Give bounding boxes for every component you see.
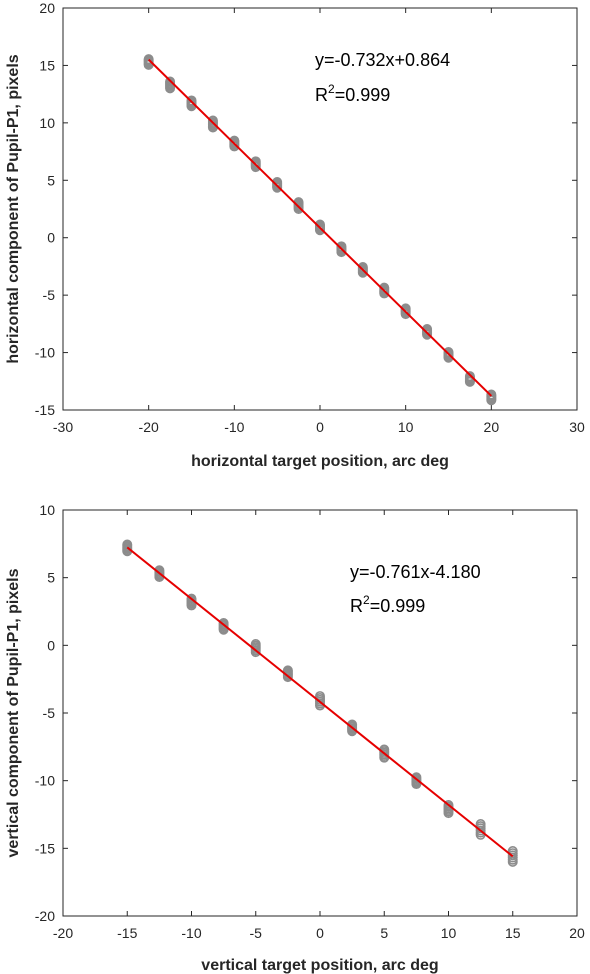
data-point <box>336 241 347 252</box>
data-point <box>314 691 325 702</box>
data-point <box>165 76 176 87</box>
x-tick-label: 0 <box>316 925 324 941</box>
data-point <box>122 539 133 550</box>
y-axis-label: vertical component of Pupil-P1, pixels <box>5 568 22 857</box>
x-tick-label: -30 <box>53 419 73 435</box>
x-tick-label: 10 <box>441 925 457 941</box>
y-tick-label: 10 <box>39 502 55 518</box>
x-tick-label: 10 <box>398 419 414 435</box>
data-point-cluster <box>400 303 411 320</box>
r-squared-value: =0.999 <box>370 596 426 616</box>
x-tick-label: 15 <box>505 925 521 941</box>
r-squared-symbol: R <box>350 596 363 616</box>
regression-equation: y=-0.761x-4.180 <box>350 562 481 582</box>
r-squared-value: =0.999 <box>335 85 391 105</box>
data-point <box>282 665 293 676</box>
x-tick-label: 30 <box>569 419 585 435</box>
data-point <box>475 818 486 829</box>
y-tick-label: -15 <box>35 840 55 856</box>
data-point <box>207 115 218 126</box>
data-point-cluster <box>507 846 518 867</box>
data-point-cluster <box>165 76 176 94</box>
data-point <box>443 800 454 811</box>
y-tick-label: -5 <box>43 705 56 721</box>
y-tick-label: -10 <box>35 773 55 789</box>
r-squared-superscript: 2 <box>363 593 370 607</box>
data-point-cluster <box>443 346 454 363</box>
x-tick-label: -20 <box>139 419 159 435</box>
data-point-cluster <box>272 177 283 193</box>
data-point-cluster <box>282 665 293 683</box>
data-point-cluster <box>122 539 133 557</box>
r-squared-superscript: 2 <box>328 82 335 96</box>
x-tick-label: -10 <box>224 419 244 435</box>
data-point <box>411 772 422 783</box>
x-axis-label: vertical target position, arc deg <box>201 957 438 974</box>
chart-panel-2: -20 -15 -10 -5 0 5 10 15 20 -20 -15 -10 -5 0 5 10 y=-0.7… <box>5 502 585 974</box>
x-tick-label: 5 <box>380 925 388 941</box>
data-point <box>250 638 261 649</box>
y-tick-label: 5 <box>47 172 55 188</box>
x-axis-label: horizontal target position, arc deg <box>191 453 449 470</box>
data-point <box>186 593 197 604</box>
y-tick-label: -15 <box>35 402 55 418</box>
y-tick-label: 0 <box>47 230 55 246</box>
data-point <box>464 371 475 382</box>
y-tick-label: -20 <box>35 908 55 924</box>
y-tick-label: 10 <box>39 115 55 131</box>
x-tick-label: -15 <box>117 925 137 941</box>
r-squared-label: R2=0.999 <box>315 82 390 105</box>
x-tick-label: -5 <box>250 925 263 941</box>
regression-equation: y=-0.732x+0.864 <box>315 50 450 70</box>
y-axis-label: horizontal component of Pupil-P1, pixels <box>5 54 22 363</box>
data-point <box>186 95 197 106</box>
y-tick-label: 15 <box>39 57 55 73</box>
regression-line <box>147 58 493 397</box>
data-point-cluster <box>293 197 304 215</box>
x-tick-label: 0 <box>316 419 324 435</box>
data-point <box>443 346 454 357</box>
x-tick-label: -20 <box>53 925 73 941</box>
y-tick-label: -5 <box>43 287 56 303</box>
data-point-cluster <box>379 282 390 299</box>
chart-panel-1: -30 -20 -10 0 10 20 30 -15 -10 -5 0 5 10 15 20 y=-0.732… <box>5 0 585 470</box>
data-point <box>218 618 229 629</box>
data-point <box>143 54 154 65</box>
y-tick-label: -10 <box>35 345 55 361</box>
y-tick-label: 20 <box>39 0 55 16</box>
r-squared-symbol: R <box>315 85 328 105</box>
r-squared-label: R2=0.999 <box>350 593 425 616</box>
data-point <box>486 389 497 400</box>
regression-line <box>126 546 514 858</box>
y-tick-label: 5 <box>47 570 55 586</box>
x-tick-label: 20 <box>484 419 500 435</box>
y-tick-label: 0 <box>47 637 55 653</box>
x-tick-label: 20 <box>569 925 585 941</box>
plot-area-frame <box>62 509 578 917</box>
x-tick-label: -10 <box>181 925 201 941</box>
